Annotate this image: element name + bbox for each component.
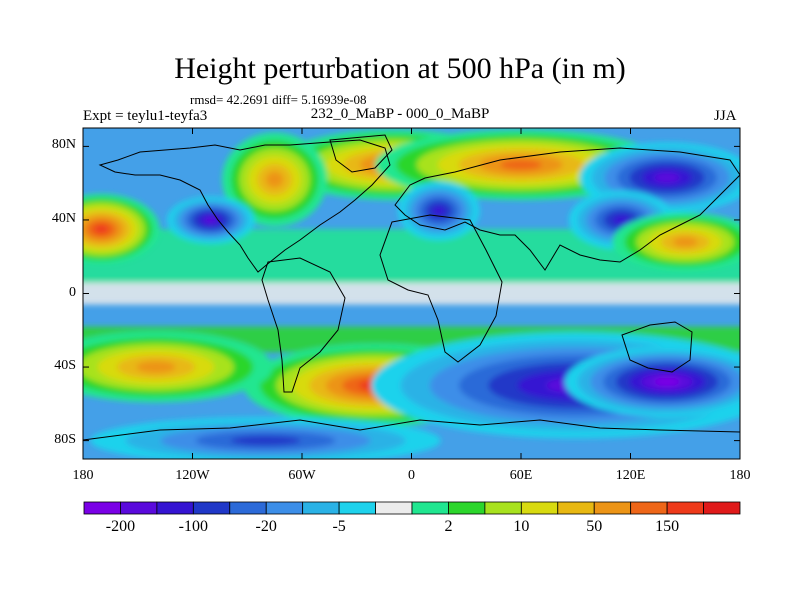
colorbar-swatch <box>83 501 121 515</box>
contour-antarctic-low <box>230 435 301 446</box>
lat-label: 40S <box>54 358 76 374</box>
colorbar-swatch <box>302 501 340 515</box>
colorbar-swatch <box>411 501 449 515</box>
contour-south-pacific-high <box>136 361 176 373</box>
colorbar-swatch <box>484 501 522 515</box>
colorbar-label: -100 <box>178 518 208 535</box>
contour-north-america-low <box>204 216 218 224</box>
colorbar-swatch <box>338 501 376 515</box>
plot-title: Height perturbation at 500 hPa (in m) <box>174 52 626 85</box>
height-field <box>83 128 740 459</box>
field-band <box>83 282 740 305</box>
experiment-label: Expt = teylu1-teyfa3 <box>83 108 208 124</box>
season-label: JJA <box>714 108 737 124</box>
contour-north-america-high <box>265 171 284 188</box>
colorbar-swatch <box>593 501 632 515</box>
colorbar-swatch <box>120 501 158 515</box>
colorbar-swatch <box>265 501 304 515</box>
colorbar-swatch <box>448 501 486 515</box>
colorbar-label: -200 <box>105 518 136 535</box>
colorbar-label: -20 <box>255 518 277 535</box>
lat-label: 40N <box>51 210 76 226</box>
lat-label: 80S <box>54 431 76 447</box>
colorbar-label: 150 <box>655 518 680 535</box>
colorbar-label: 2 <box>444 518 453 535</box>
contour-siberia-high <box>500 159 542 170</box>
colorbar-swatch <box>630 501 668 515</box>
colorbar-swatch <box>192 501 231 515</box>
contour-pacific-ridge <box>673 237 698 247</box>
colorbar-label: 10 <box>513 518 530 535</box>
contour-northeast-asia-low <box>654 172 680 183</box>
colorbar <box>83 501 741 515</box>
colorbar-label: -5 <box>332 518 346 535</box>
lat-label: 0 <box>69 284 76 300</box>
lon-label: 120W <box>175 468 210 483</box>
lon-label: 60W <box>288 468 316 483</box>
lat-label: 80N <box>51 137 76 153</box>
colorbar-swatch <box>156 501 194 515</box>
colorbar-swatch <box>520 501 559 515</box>
contour-southern-pacific-low <box>654 377 680 387</box>
colorbar-swatch <box>557 501 595 515</box>
colorbar-swatch <box>375 501 413 515</box>
period-label: 232_0_MaBP - 000_0_MaBP <box>310 106 490 122</box>
lon-label: 60E <box>509 468 533 483</box>
lon-label: 180 <box>72 468 94 483</box>
contour-asia-low <box>612 215 631 225</box>
axis-ticks <box>82 128 741 459</box>
colorbar-swatch <box>229 501 267 515</box>
lon-label: 120E <box>615 468 646 483</box>
rmsd-stats: rmsd= 42.2691 diff= 5.16939e-08 <box>190 92 367 107</box>
lon-label: 0 <box>408 468 415 483</box>
coastlines <box>83 134 740 441</box>
colorbar-swatch <box>703 501 741 515</box>
colorbar-swatch <box>666 501 704 515</box>
colorbar-label: 50 <box>586 518 603 535</box>
contour-north-pacific-high <box>93 224 109 234</box>
contour-europe-low <box>432 205 446 216</box>
lon-label: 180 <box>729 468 751 483</box>
